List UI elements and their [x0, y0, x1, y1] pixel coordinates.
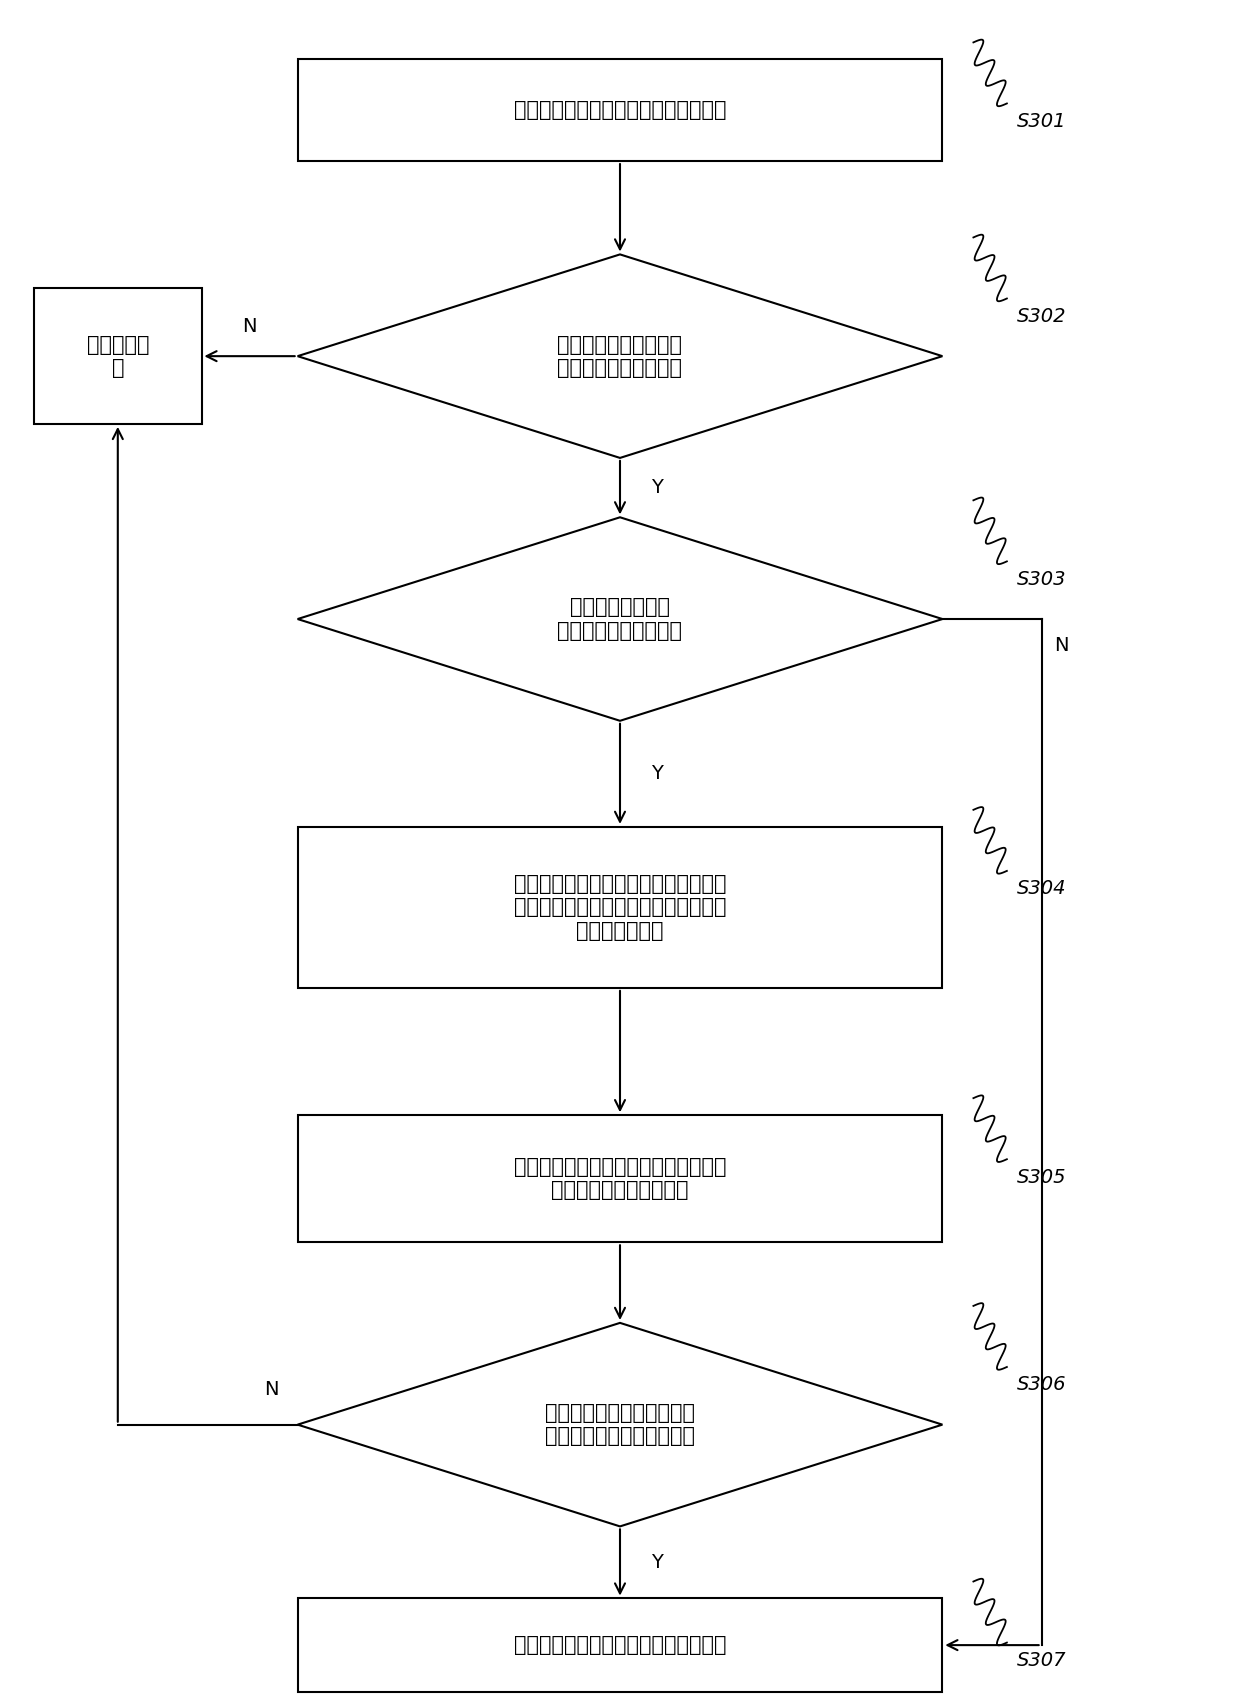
Bar [298, 1598, 942, 1693]
Text: S301: S301 [1017, 112, 1066, 131]
Bar [298, 828, 942, 987]
Text: N: N [242, 317, 257, 336]
Text: 提示操作失
败: 提示操作失 败 [87, 334, 149, 378]
Text: S307: S307 [1017, 1652, 1066, 1671]
Text: S303: S303 [1017, 570, 1066, 589]
Text: N: N [1054, 636, 1069, 655]
Text: Y: Y [651, 765, 663, 784]
Text: 执行所述交易操作请求对应的交易操作: 执行所述交易操作请求对应的交易操作 [513, 1635, 727, 1655]
Polygon shape [298, 517, 942, 721]
Text: 判断交易操作请求
是否符合二次确认条件: 判断交易操作请求 是否符合二次确认条件 [558, 597, 682, 641]
Text: S304: S304 [1017, 879, 1066, 899]
Text: 判断是否接收到所述第二用
户设备反馈的二次确认指令: 判断是否接收到所述第二用 户设备反馈的二次确认指令 [546, 1403, 694, 1447]
Text: 发送所述交易操作请求至所述第二用户
标识对应的第二用户设备: 发送所述交易操作请求至所述第二用户 标识对应的第二用户设备 [513, 1157, 727, 1201]
Text: N: N [264, 1381, 279, 1399]
Text: Y: Y [651, 478, 663, 497]
Text: S305: S305 [1017, 1167, 1066, 1187]
Text: 接收第一用户设备发送的交易操作请求: 接收第一用户设备发送的交易操作请求 [513, 100, 727, 120]
Text: 判断所述第一用户设备
是否通过一次确认操作: 判断所述第一用户设备 是否通过一次确认操作 [558, 334, 682, 378]
Polygon shape [298, 1323, 942, 1526]
Bar [298, 1116, 942, 1241]
Text: Y: Y [651, 1554, 663, 1572]
Text: S306: S306 [1017, 1375, 1066, 1394]
Bar [33, 288, 201, 424]
Text: 若所述交易操作请求符合二次确认条件
，则确定与所述第一用户标识具有关联
的第二用户标识: 若所述交易操作请求符合二次确认条件 ，则确定与所述第一用户标识具有关联 的第二用… [513, 873, 727, 941]
Bar [298, 59, 942, 161]
Polygon shape [298, 254, 942, 458]
Text: S302: S302 [1017, 307, 1066, 326]
